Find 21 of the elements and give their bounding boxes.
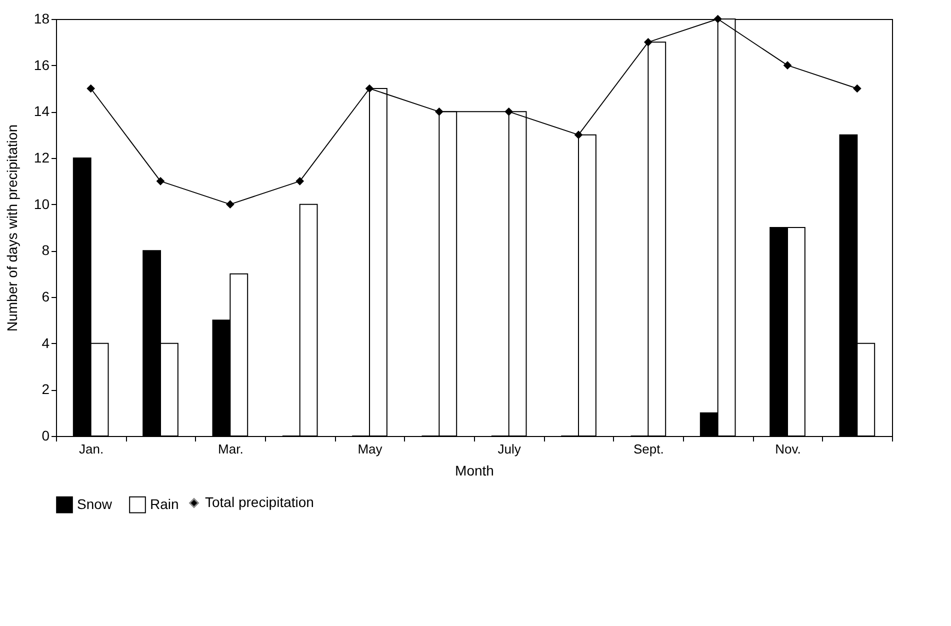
x-tick-label: May [358,442,383,456]
x-tick-label: Mar. [218,442,244,456]
y-tick-label: 6 [42,288,50,304]
y-tick-label: 8 [42,242,50,258]
legend-label: Total precipitation [205,494,314,510]
x-tick-label: July [498,442,522,456]
y-tick-label: 4 [42,334,50,351]
y-tick-label: 16 [34,56,50,73]
x-tick-label: Nov. [775,442,801,456]
legend-label: Rain [150,496,179,512]
x-tick-label: Sept. [633,442,664,456]
y-tick-label: 14 [34,103,50,120]
y-tick-label: 18 [34,10,50,26]
y-tick-label: 12 [34,150,50,166]
y-tick-label: 0 [42,428,50,444]
x-tick-label: Jan. [79,442,104,456]
x-axis-title: Month [455,462,494,478]
y-axis-title: Number of days with precipitation [4,124,20,332]
legend-label: Snow [77,496,113,512]
y-tick-label: 2 [42,381,50,398]
y-tick-label: 10 [34,196,50,212]
